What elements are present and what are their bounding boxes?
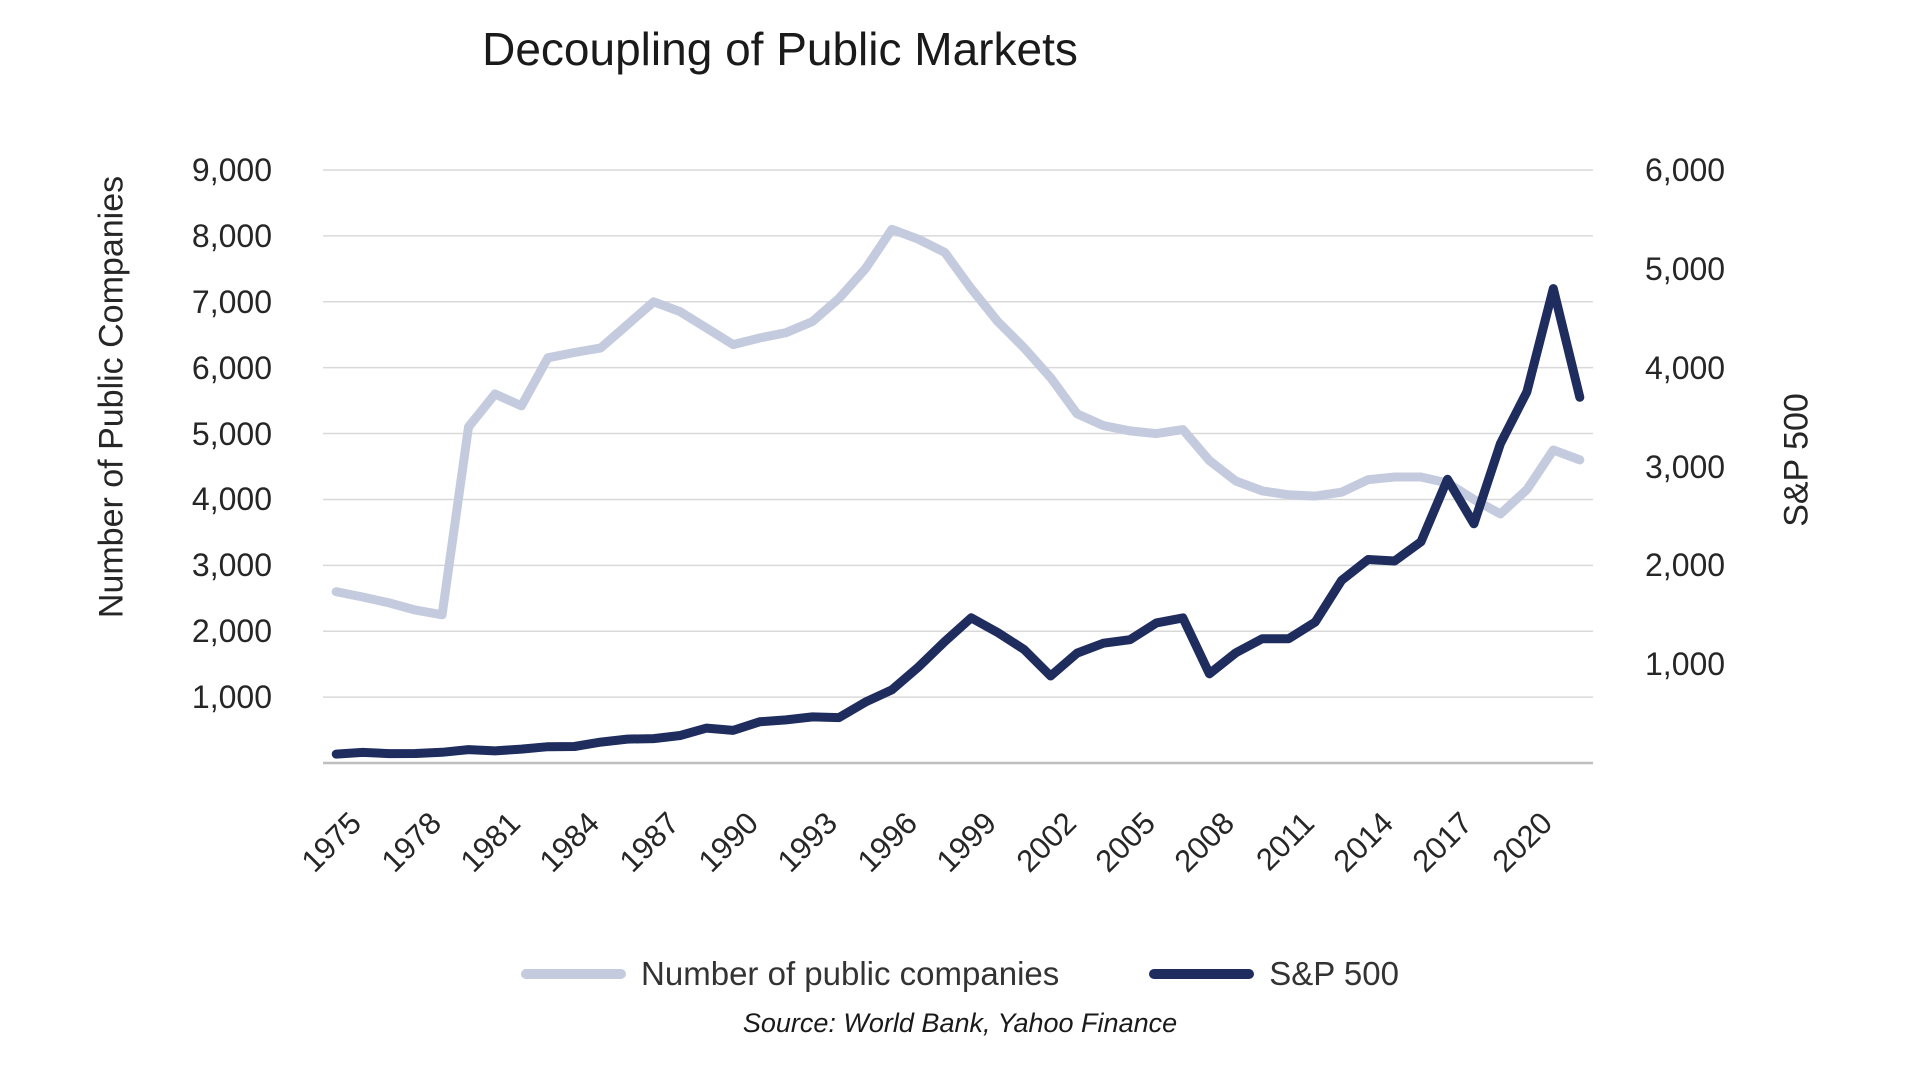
- source-note: Source: World Bank, Yahoo Finance: [742, 1008, 1178, 1038]
- legend-label-sp500: S&P 500: [1269, 955, 1399, 992]
- legend-label-public-companies: Number of public companies: [641, 955, 1060, 992]
- y-right-tick-2000: 2,000: [1645, 547, 1726, 584]
- y-right-tick-4000: 4,000: [1645, 349, 1726, 386]
- y-left-tick-2000: 2,000: [191, 613, 272, 650]
- y-left-tick-3000: 3,000: [191, 547, 272, 584]
- legend-item-public-companies: Number of public companies: [521, 955, 1059, 993]
- y-left-tick-4000: 4,000: [191, 481, 272, 518]
- legend: Number of public companies S&P 500: [0, 955, 1920, 993]
- y-right-tick-6000: 6,000: [1645, 152, 1726, 188]
- y-left-tick-1000: 1,000: [191, 679, 272, 716]
- y-left-tick-8000: 8,000: [191, 217, 272, 254]
- y-left-tick-6000: 6,000: [191, 349, 272, 386]
- y-left-tick-7000: 7,000: [191, 283, 272, 320]
- public-companies-line-swatch: [521, 969, 627, 979]
- y-left-tick-9000: 9,000: [191, 152, 272, 188]
- legend-item-sp500: S&P 500: [1149, 955, 1399, 993]
- y-right-tick-1000: 1,000: [1645, 646, 1726, 683]
- y-right-tick-3000: 3,000: [1645, 448, 1726, 485]
- sp500-line-swatch: [1149, 969, 1255, 979]
- y-left-tick-5000: 5,000: [191, 415, 272, 452]
- chart-title: Decoupling of Public Markets: [482, 23, 1078, 75]
- y-right-tick-5000: 5,000: [1645, 250, 1726, 287]
- series-line-1: [331, 284, 1585, 759]
- series-line-0: [331, 224, 1585, 620]
